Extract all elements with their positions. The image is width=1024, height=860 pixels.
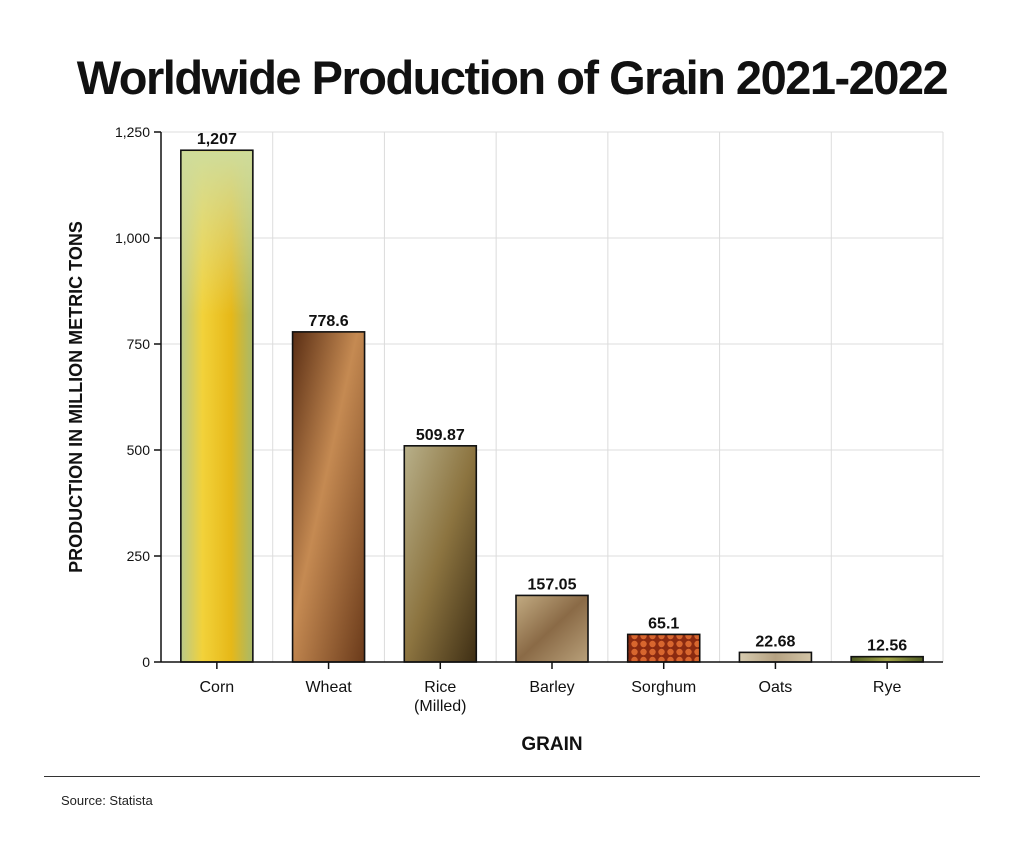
category-label-oats: Oats: [759, 679, 793, 696]
category-label-sorghum: Sorghum: [631, 679, 696, 696]
y-tick-label: 1,000: [115, 230, 150, 246]
y-axis-title: PRODUCTION IN MILLION METRIC TONS: [66, 221, 86, 573]
bar-rice-milled: [403, 445, 478, 663]
value-label-wheat: 778.6: [309, 313, 349, 330]
value-label-sorghum: 65.1: [648, 615, 679, 632]
value-label-rice-milled: 509.87: [416, 427, 465, 444]
value-label-corn: 1,207: [197, 131, 237, 148]
value-label-oats: 22.68: [755, 633, 795, 650]
bar-barley: [515, 594, 589, 663]
x-axis-title: GRAIN: [521, 734, 582, 755]
y-tick-label: 1,250: [115, 124, 150, 140]
y-tick-label: 250: [127, 548, 151, 564]
category-label-rice-milled: Rice (Milled): [414, 679, 466, 715]
footer-divider: [44, 776, 980, 777]
source-note: Source: Statista: [61, 793, 153, 808]
bar-oats: [738, 651, 813, 663]
category-label-barley: Barley: [529, 679, 574, 696]
chart-title: Worldwide Production of Grain 2021-2022: [76, 51, 949, 104]
bar-sorghum: [626, 633, 701, 663]
bar-rye: [850, 655, 924, 663]
bar-wheat: [291, 331, 366, 663]
category-label-rye: Rye: [873, 679, 902, 696]
value-label-barley: 157.05: [528, 576, 577, 593]
y-tick-label: 750: [127, 336, 151, 352]
y-tick-label: 500: [127, 442, 151, 458]
y-tick-label: 0: [142, 654, 150, 670]
corn-silk-detail: [181, 151, 252, 315]
category-label-wheat: Wheat: [305, 679, 352, 696]
value-label-rye: 12.56: [867, 638, 907, 655]
category-label-corn: Corn: [200, 679, 235, 696]
